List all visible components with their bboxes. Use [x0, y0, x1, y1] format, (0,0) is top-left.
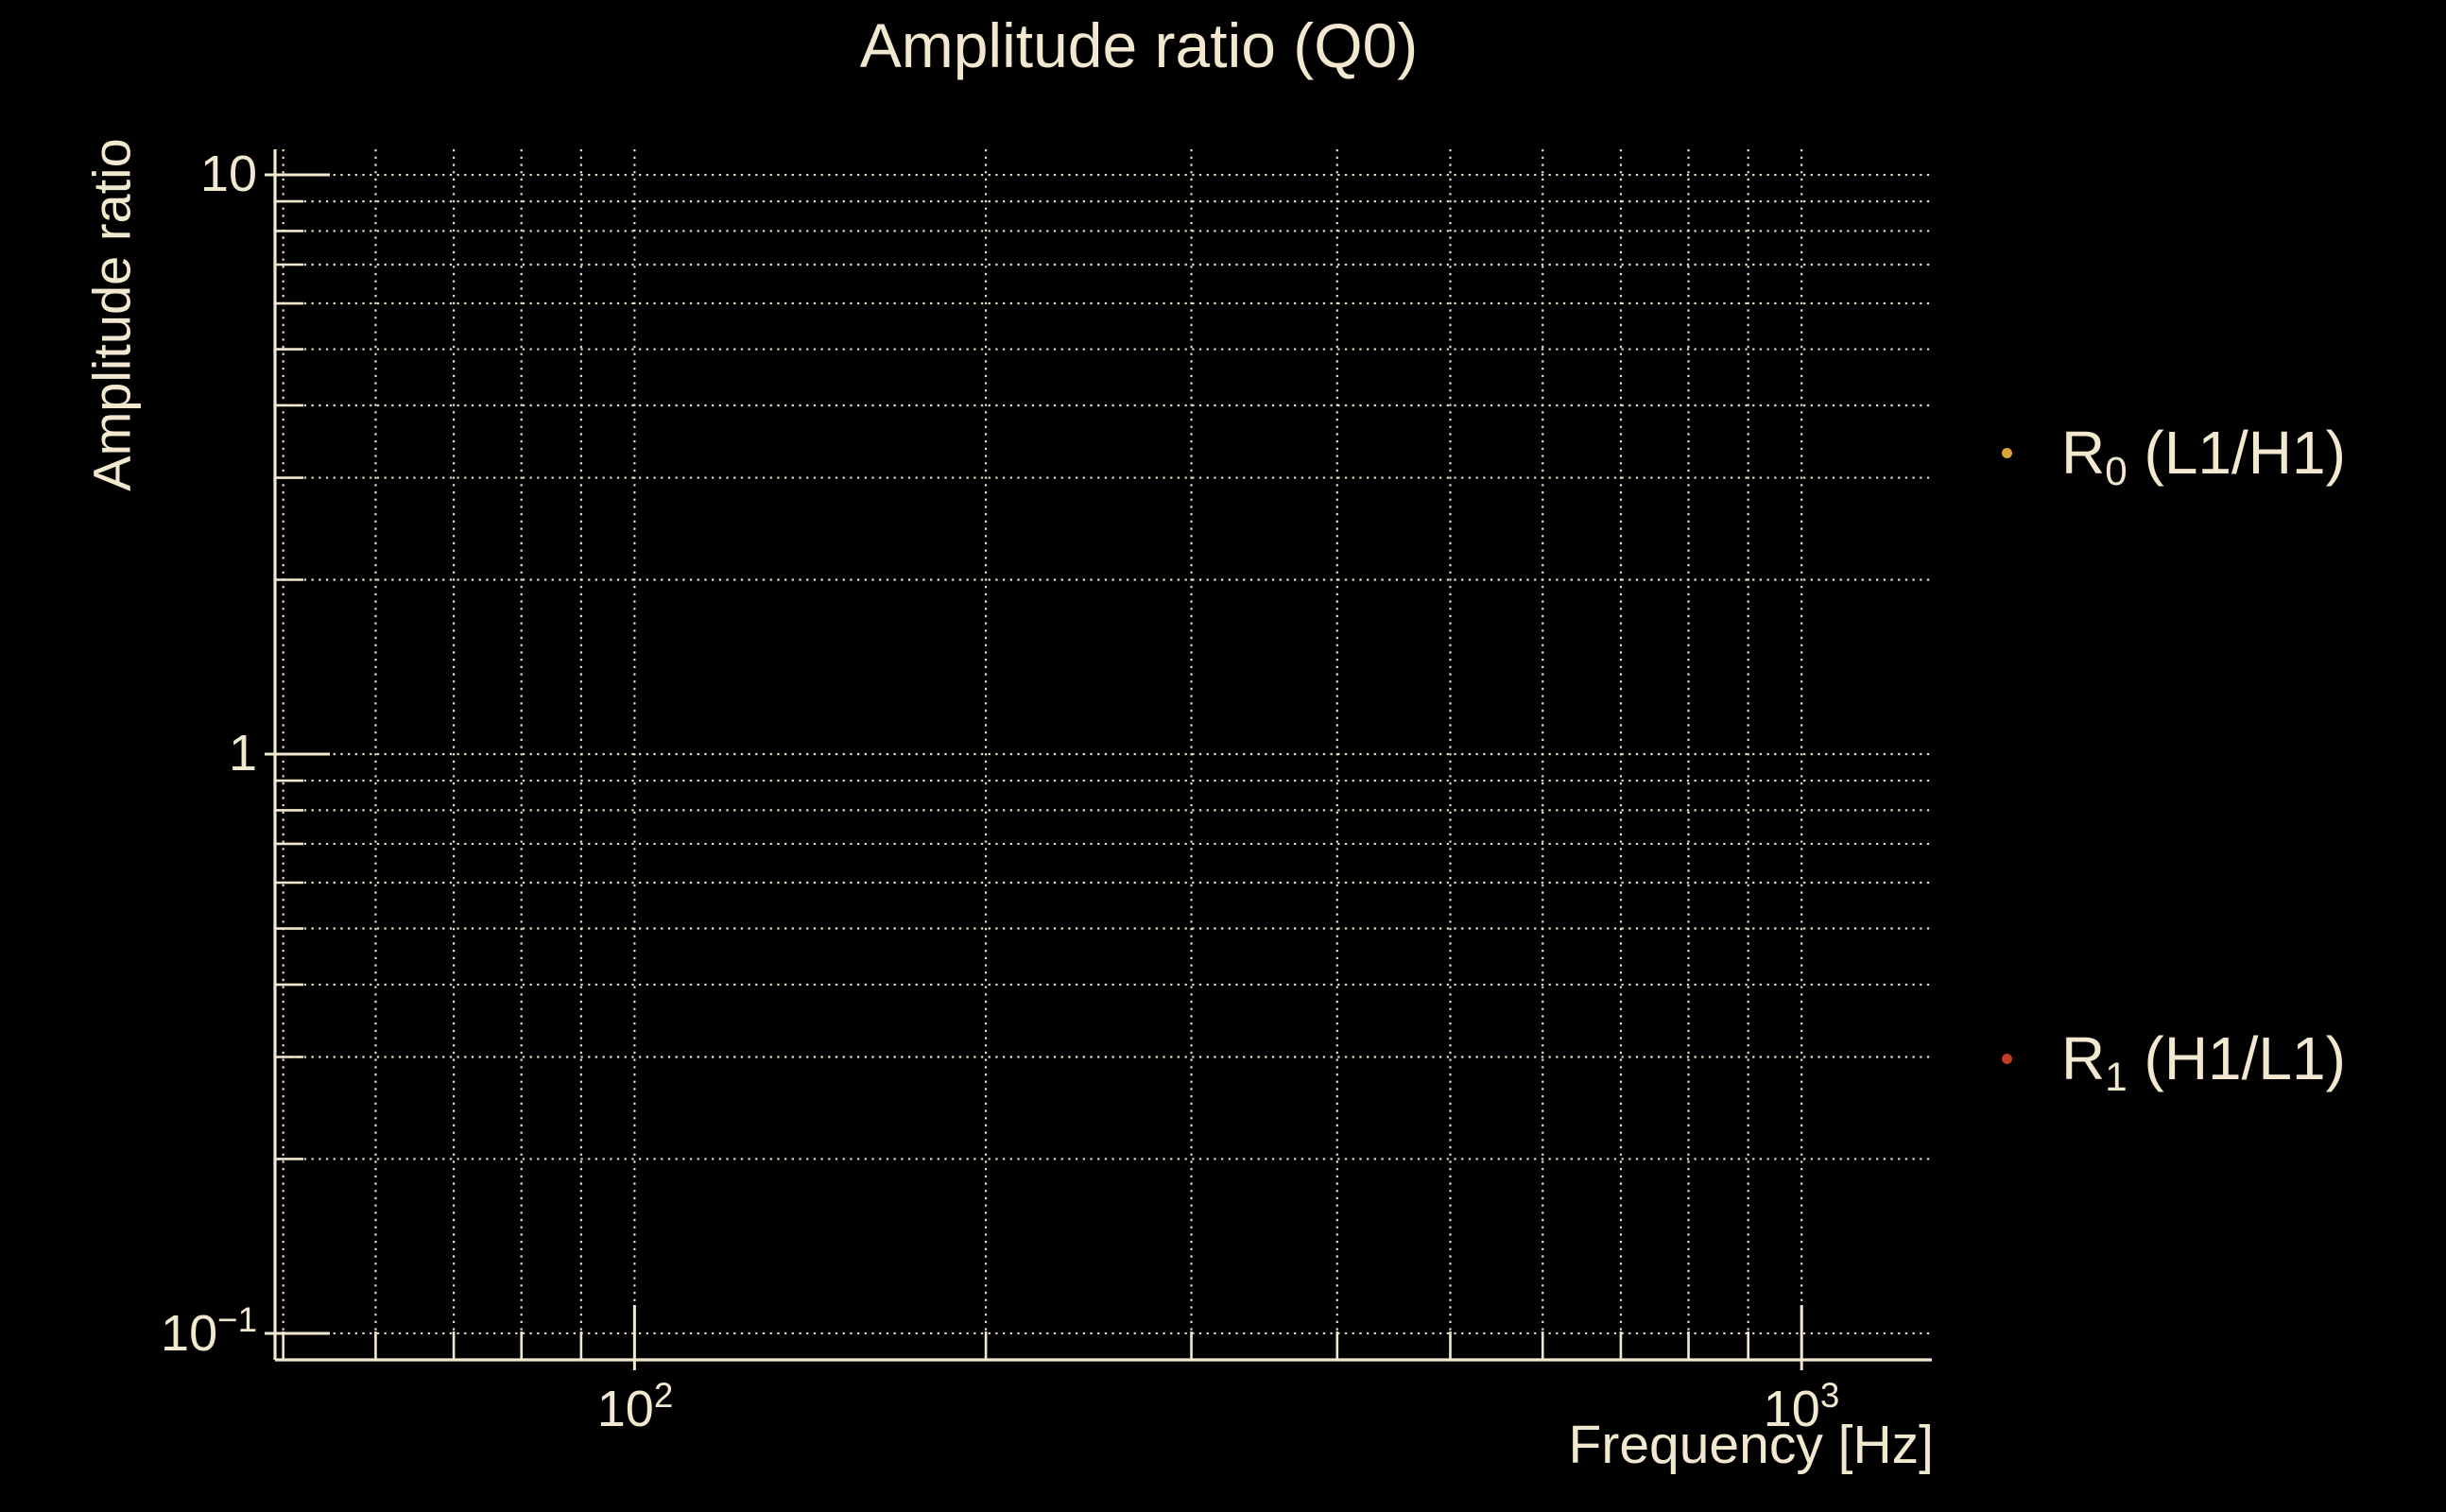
x-tick-base: 10	[596, 1381, 654, 1437]
x-tick-label-100: 102	[596, 1376, 674, 1438]
legend-item-label: R0 (L1/H1)	[2061, 419, 2346, 493]
legend-item-label: R1 (H1/L1)	[2061, 1024, 2346, 1099]
x-tick-label-1000: 103	[1763, 1376, 1840, 1438]
plot-title: Amplitude ratio (Q0)	[859, 10, 1419, 80]
y-tick-base: 10	[161, 1304, 218, 1362]
x-axis-label: Frequency [Hz]	[1568, 1415, 1934, 1475]
y-tick-exponent: −1	[217, 1299, 257, 1339]
y-tick-label-1: 1	[229, 724, 257, 782]
y-tick-label-10: 10	[200, 145, 257, 203]
y-tick-base: 10	[199, 145, 257, 202]
x-tick-base: 10	[1763, 1381, 1820, 1437]
legend-marker-dot	[2002, 447, 2012, 458]
legend-item-r0: R0 (L1/H1)	[2002, 418, 2346, 493]
x-tick-exponent: 2	[653, 1375, 674, 1415]
x-tick-exponent: 3	[1819, 1375, 1840, 1415]
y-tick-label-0p1: 10−1	[161, 1300, 257, 1363]
legend-item-r1: R1 (H1/L1)	[2002, 1023, 2346, 1099]
y-axis-label: Amplitude ratio	[81, 138, 142, 491]
legend-marker-dot	[2002, 1053, 2012, 1064]
y-tick-base: 1	[228, 724, 257, 782]
